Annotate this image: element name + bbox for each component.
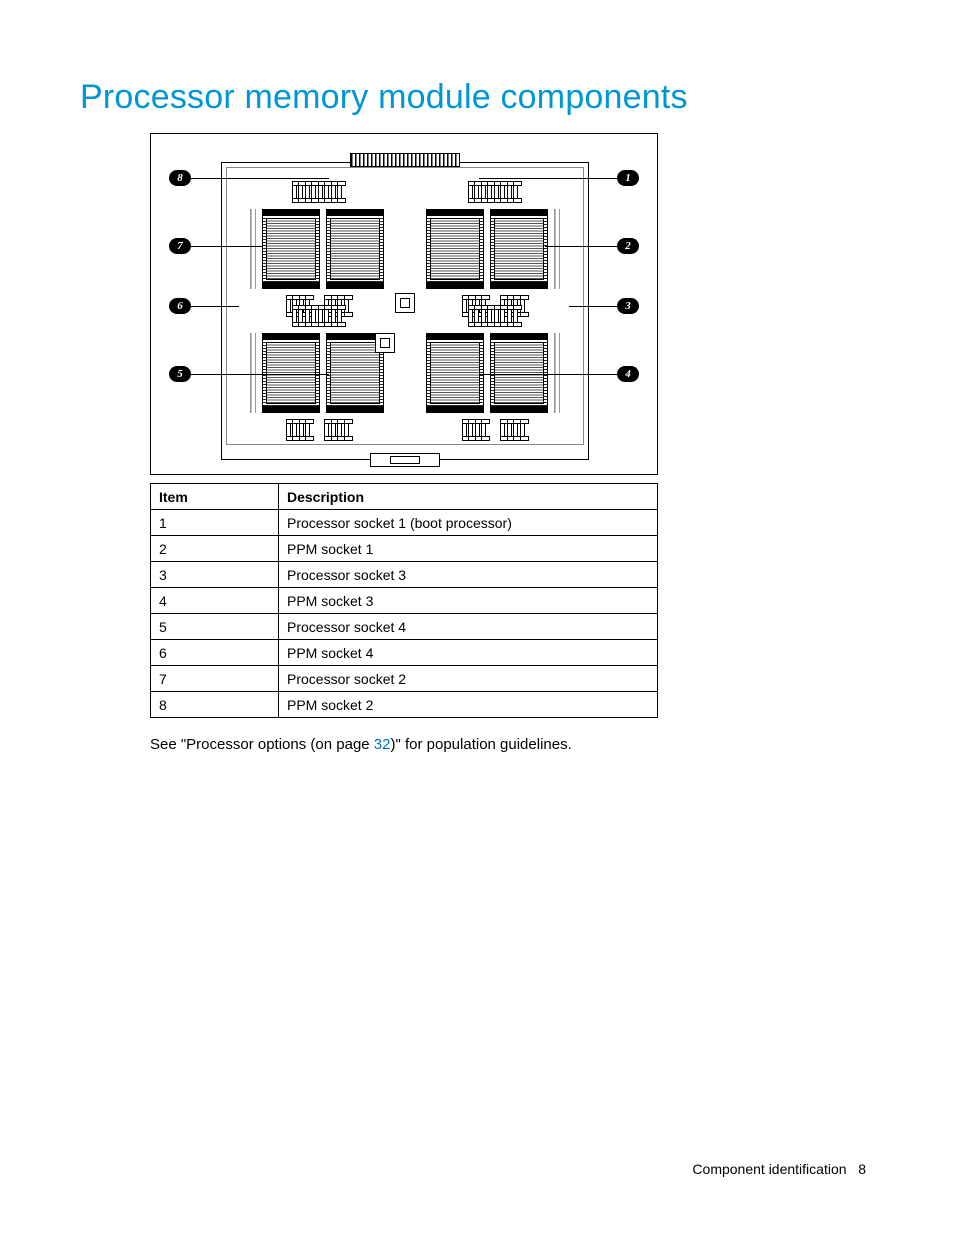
quadrant-bottom-left [232,307,402,439]
body-text-prefix: See "Processor options (on page [150,736,374,753]
table-header-row: Item Description [151,484,658,510]
table-row: 7Processor socket 2 [151,666,658,692]
cell-item: 1 [151,510,279,536]
table-row: 6PPM socket 4 [151,640,658,666]
callout-badge-2: 2 [617,238,639,254]
dimm-row [232,183,402,201]
dimm-row [408,307,578,325]
heatsink [262,333,320,413]
callout-badge-5: 5 [169,366,191,382]
processor-area [426,209,560,289]
ppm-slot [250,209,256,289]
page-footer: Component identification 8 [692,1161,866,1177]
leader-line [191,178,329,179]
leader-line [569,306,617,307]
leader-line [191,374,329,375]
heatsink [490,209,548,289]
cell-desc: Processor socket 3 [279,562,658,588]
ppm-slot [554,333,560,413]
page-title: Processor memory module components [80,78,874,117]
ppm-slot [554,209,560,289]
table-row: 8PPM socket 2 [151,692,658,718]
footer-page-number: 8 [858,1161,866,1177]
col-header-description: Description [279,484,658,510]
dimm-row [408,183,578,201]
cell-item: 6 [151,640,279,666]
callout-badge-8: 8 [169,170,191,186]
component-table: Item Description 1Processor socket 1 (bo… [150,483,658,718]
callout-badge-3: 3 [617,298,639,314]
leader-line [545,246,617,247]
page-link[interactable]: 32 [374,736,391,753]
callout-badge-6: 6 [169,298,191,314]
cell-item: 7 [151,666,279,692]
table-row: 2PPM socket 1 [151,536,658,562]
cell-item: 4 [151,588,279,614]
heatsink [490,333,548,413]
quadrant-top-left [232,183,402,315]
processor-area [426,333,560,413]
center-chip [375,333,395,353]
callout-badge-4: 4 [617,366,639,382]
cell-desc: Processor socket 1 (boot processor) [279,510,658,536]
cell-desc: Processor socket 2 [279,666,658,692]
processor-area [250,209,384,289]
quadrant-bottom-right [408,307,578,439]
heatsink [426,209,484,289]
table-row: 1Processor socket 1 (boot processor) [151,510,658,536]
cell-desc: PPM socket 4 [279,640,658,666]
release-latch [370,453,440,467]
dimm-row [232,421,402,439]
body-text-suffix: )" for population guidelines. [390,736,571,753]
heatsink [426,333,484,413]
table-row: 5Processor socket 4 [151,614,658,640]
table-row: 4PPM socket 3 [151,588,658,614]
cell-item: 5 [151,614,279,640]
heatsink [262,209,320,289]
cell-item: 3 [151,562,279,588]
dimm-row [408,421,578,439]
cell-item: 2 [151,536,279,562]
board-outline [221,162,589,460]
leader-line [479,374,617,375]
leader-line [479,178,617,179]
quadrant-top-right [408,183,578,315]
leader-line [191,246,263,247]
callout-badge-1: 1 [617,170,639,186]
cell-item: 8 [151,692,279,718]
cell-desc: PPM socket 3 [279,588,658,614]
ppm-slot [250,333,256,413]
cell-desc: Processor socket 4 [279,614,658,640]
table-row: 3Processor socket 3 [151,562,658,588]
cell-desc: PPM socket 2 [279,692,658,718]
col-header-item: Item [151,484,279,510]
component-diagram: 1 2 3 4 5 6 7 8 [150,133,658,475]
leader-line [191,306,239,307]
heatsink [326,209,384,289]
dimm-row [232,307,402,325]
center-chip [395,293,415,313]
cell-desc: PPM socket 1 [279,536,658,562]
callout-badge-7: 7 [169,238,191,254]
footer-section: Component identification [692,1161,846,1177]
body-paragraph: See "Processor options (on page 32)" for… [150,736,874,753]
edge-connector [350,153,460,167]
processor-area [250,333,384,413]
